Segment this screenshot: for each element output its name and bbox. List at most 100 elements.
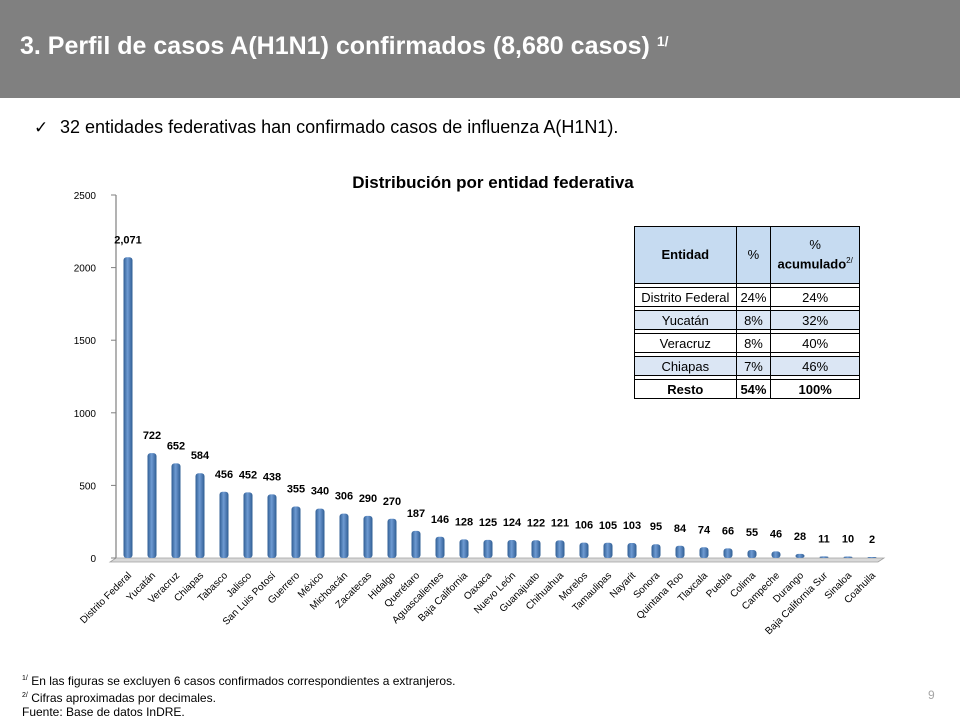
bar-value-label: 125 bbox=[479, 517, 497, 529]
chart-title: Distribución por entidad federativa bbox=[352, 173, 634, 192]
header-bar: 3. Perfil de casos A(H1N1) confirmados (… bbox=[0, 0, 960, 98]
row-percent: 54% bbox=[735, 379, 772, 399]
table-row: Yucatán 8% 32% bbox=[634, 310, 860, 330]
row-percent: 8% bbox=[735, 310, 772, 330]
bar-value-label: 103 bbox=[623, 520, 641, 532]
bar bbox=[603, 542, 613, 558]
bar bbox=[123, 257, 133, 558]
bar bbox=[867, 557, 877, 558]
bar bbox=[483, 539, 493, 558]
bar-value-label: 95 bbox=[650, 521, 662, 533]
y-tick-label: 500 bbox=[79, 481, 96, 492]
bar-value-label: 11 bbox=[818, 533, 830, 545]
bar-value-label: 452 bbox=[239, 469, 257, 481]
bar bbox=[843, 556, 853, 558]
summary-table: Entidad % % acumulado2/ Distrito Federal… bbox=[634, 226, 860, 399]
header-entidad: Entidad bbox=[634, 226, 737, 284]
page-title: 3. Perfil de casos A(H1N1) confirmados (… bbox=[20, 32, 669, 60]
row-entidad: Veracruz bbox=[634, 333, 737, 353]
bar-value-label: 584 bbox=[191, 450, 210, 462]
cumulative-footnote-mark: 2/ bbox=[846, 256, 853, 266]
table-row: Distrito Federal 24% 24% bbox=[634, 287, 860, 307]
bar bbox=[699, 547, 709, 558]
x-axis-floor bbox=[108, 557, 886, 563]
bar-value-label: 66 bbox=[722, 525, 734, 537]
row-cumulative: 46% bbox=[770, 356, 860, 376]
bullet-item: ✓ 32 entidades federativas han confirmado… bbox=[34, 117, 618, 138]
bar bbox=[411, 530, 421, 558]
bar-value-label: 438 bbox=[263, 471, 281, 483]
bar-value-label: 10 bbox=[842, 534, 854, 546]
row-cumulative: 32% bbox=[770, 310, 860, 330]
header-percent: % bbox=[735, 226, 772, 284]
header-cumulative-pct: % bbox=[809, 237, 821, 253]
bar-value-label: 306 bbox=[335, 491, 353, 503]
bar-value-label: 74 bbox=[698, 524, 711, 536]
bar-value-label: 28 bbox=[794, 531, 806, 543]
bar bbox=[315, 508, 325, 558]
bar bbox=[243, 492, 253, 558]
bar bbox=[627, 543, 637, 558]
bar-value-label: 187 bbox=[407, 508, 425, 520]
bar-value-label: 46 bbox=[770, 528, 782, 540]
bar-value-label: 290 bbox=[359, 493, 377, 505]
bar bbox=[651, 544, 661, 558]
x-category-label: Puebla bbox=[704, 570, 734, 600]
row-entidad: Resto bbox=[634, 379, 737, 399]
bar bbox=[459, 539, 469, 558]
table-row: Chiapas 7% 46% bbox=[634, 356, 860, 376]
table-row: Veracruz 8% 40% bbox=[634, 333, 860, 353]
row-entidad: Distrito Federal bbox=[634, 287, 737, 307]
bar bbox=[363, 515, 373, 558]
bar bbox=[435, 536, 445, 558]
bullet-text: 32 entidades federativas han confirmado … bbox=[60, 117, 619, 137]
bar bbox=[531, 540, 541, 558]
footnote-1: 1/ En las figuras se excluyen 6 casos co… bbox=[22, 674, 456, 688]
header-cumulative-label: acumulado bbox=[777, 256, 847, 272]
bar-value-label: 128 bbox=[455, 516, 473, 528]
y-tick-label: 1500 bbox=[74, 336, 97, 347]
bar bbox=[723, 548, 733, 558]
bar-value-label: 652 bbox=[167, 440, 185, 452]
title-footnote-mark: 1/ bbox=[656, 33, 669, 49]
bar bbox=[507, 539, 517, 558]
bar-value-label: 124 bbox=[503, 517, 522, 529]
bar bbox=[219, 491, 229, 558]
checkmark-icon: ✓ bbox=[34, 118, 49, 137]
bar bbox=[555, 540, 565, 558]
row-entidad: Chiapas bbox=[634, 356, 737, 376]
y-tick-label: 1000 bbox=[74, 409, 97, 420]
bar bbox=[339, 513, 349, 558]
bar-value-label: 105 bbox=[599, 520, 617, 532]
bar bbox=[675, 545, 685, 558]
bar-value-label: 340 bbox=[311, 486, 329, 498]
row-cumulative: 40% bbox=[770, 333, 860, 353]
row-percent: 7% bbox=[735, 356, 772, 376]
bar-value-label: 84 bbox=[674, 523, 687, 535]
source-note: Fuente: Base de datos InDRE. bbox=[22, 705, 185, 719]
footnote-2: 2/ Cifras aproximadas por decimales. bbox=[22, 690, 216, 705]
row-entidad: Yucatán bbox=[634, 310, 737, 330]
bar-chart: Distribución por entidad federativa 0 500… bbox=[74, 173, 886, 637]
footnotes: 1/ En las figuras se excluyen 6 casos co… bbox=[22, 672, 455, 720]
y-tick-label: 2500 bbox=[74, 191, 97, 202]
bar bbox=[267, 494, 277, 558]
bar bbox=[795, 553, 805, 558]
row-percent: 24% bbox=[735, 287, 772, 307]
bar-value-label: 2 bbox=[869, 534, 875, 546]
bar bbox=[579, 542, 589, 558]
bar bbox=[771, 551, 781, 558]
row-percent: 8% bbox=[735, 333, 772, 353]
header-cumulative: % acumulado2/ bbox=[770, 226, 860, 284]
bar-value-label: 2,071 bbox=[114, 234, 142, 246]
bar bbox=[291, 506, 301, 558]
bar-value-label: 122 bbox=[527, 517, 545, 529]
page-number: 9 bbox=[928, 688, 935, 702]
row-cumulative: 100% bbox=[770, 379, 860, 399]
y-tick-label: 2000 bbox=[74, 264, 97, 275]
y-tick-label: 0 bbox=[90, 554, 96, 565]
row-cumulative: 24% bbox=[770, 287, 860, 307]
bar-value-label: 146 bbox=[431, 514, 449, 526]
bar bbox=[147, 453, 157, 558]
bar bbox=[171, 463, 181, 558]
